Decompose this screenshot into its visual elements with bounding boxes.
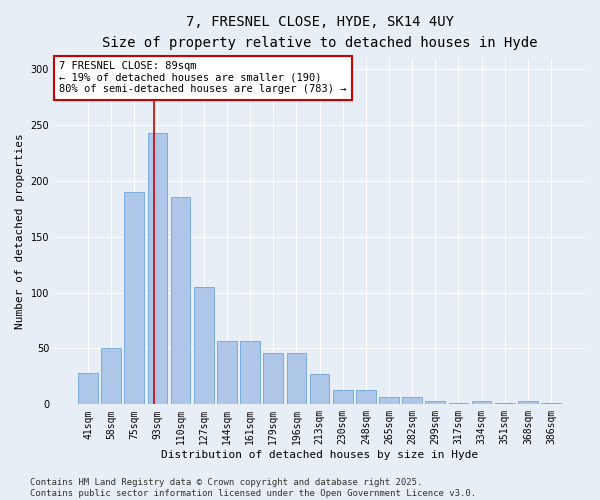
Bar [402,396,422,404]
Bar [356,390,376,404]
Bar [310,374,329,404]
Bar [379,396,399,404]
Bar [287,353,306,405]
Bar [194,287,214,405]
Bar [240,340,260,404]
Text: 7 FRESNEL CLOSE: 89sqm
← 19% of detached houses are smaller (190)
80% of semi-de: 7 FRESNEL CLOSE: 89sqm ← 19% of detached… [59,61,347,94]
Y-axis label: Number of detached properties: Number of detached properties [15,133,25,329]
Bar [171,198,190,404]
Bar [472,401,491,404]
Bar [217,340,237,404]
Bar [263,353,283,405]
Bar [148,132,167,404]
Bar [101,348,121,405]
Bar [78,373,98,404]
Bar [449,403,468,404]
Title: 7, FRESNEL CLOSE, HYDE, SK14 4UY
Size of property relative to detached houses in: 7, FRESNEL CLOSE, HYDE, SK14 4UY Size of… [102,15,537,50]
Bar [495,403,515,404]
Bar [425,401,445,404]
Text: Contains HM Land Registry data © Crown copyright and database right 2025.
Contai: Contains HM Land Registry data © Crown c… [30,478,476,498]
Bar [333,390,353,404]
X-axis label: Distribution of detached houses by size in Hyde: Distribution of detached houses by size … [161,450,478,460]
Bar [541,403,561,404]
Bar [518,401,538,404]
Bar [124,192,144,404]
